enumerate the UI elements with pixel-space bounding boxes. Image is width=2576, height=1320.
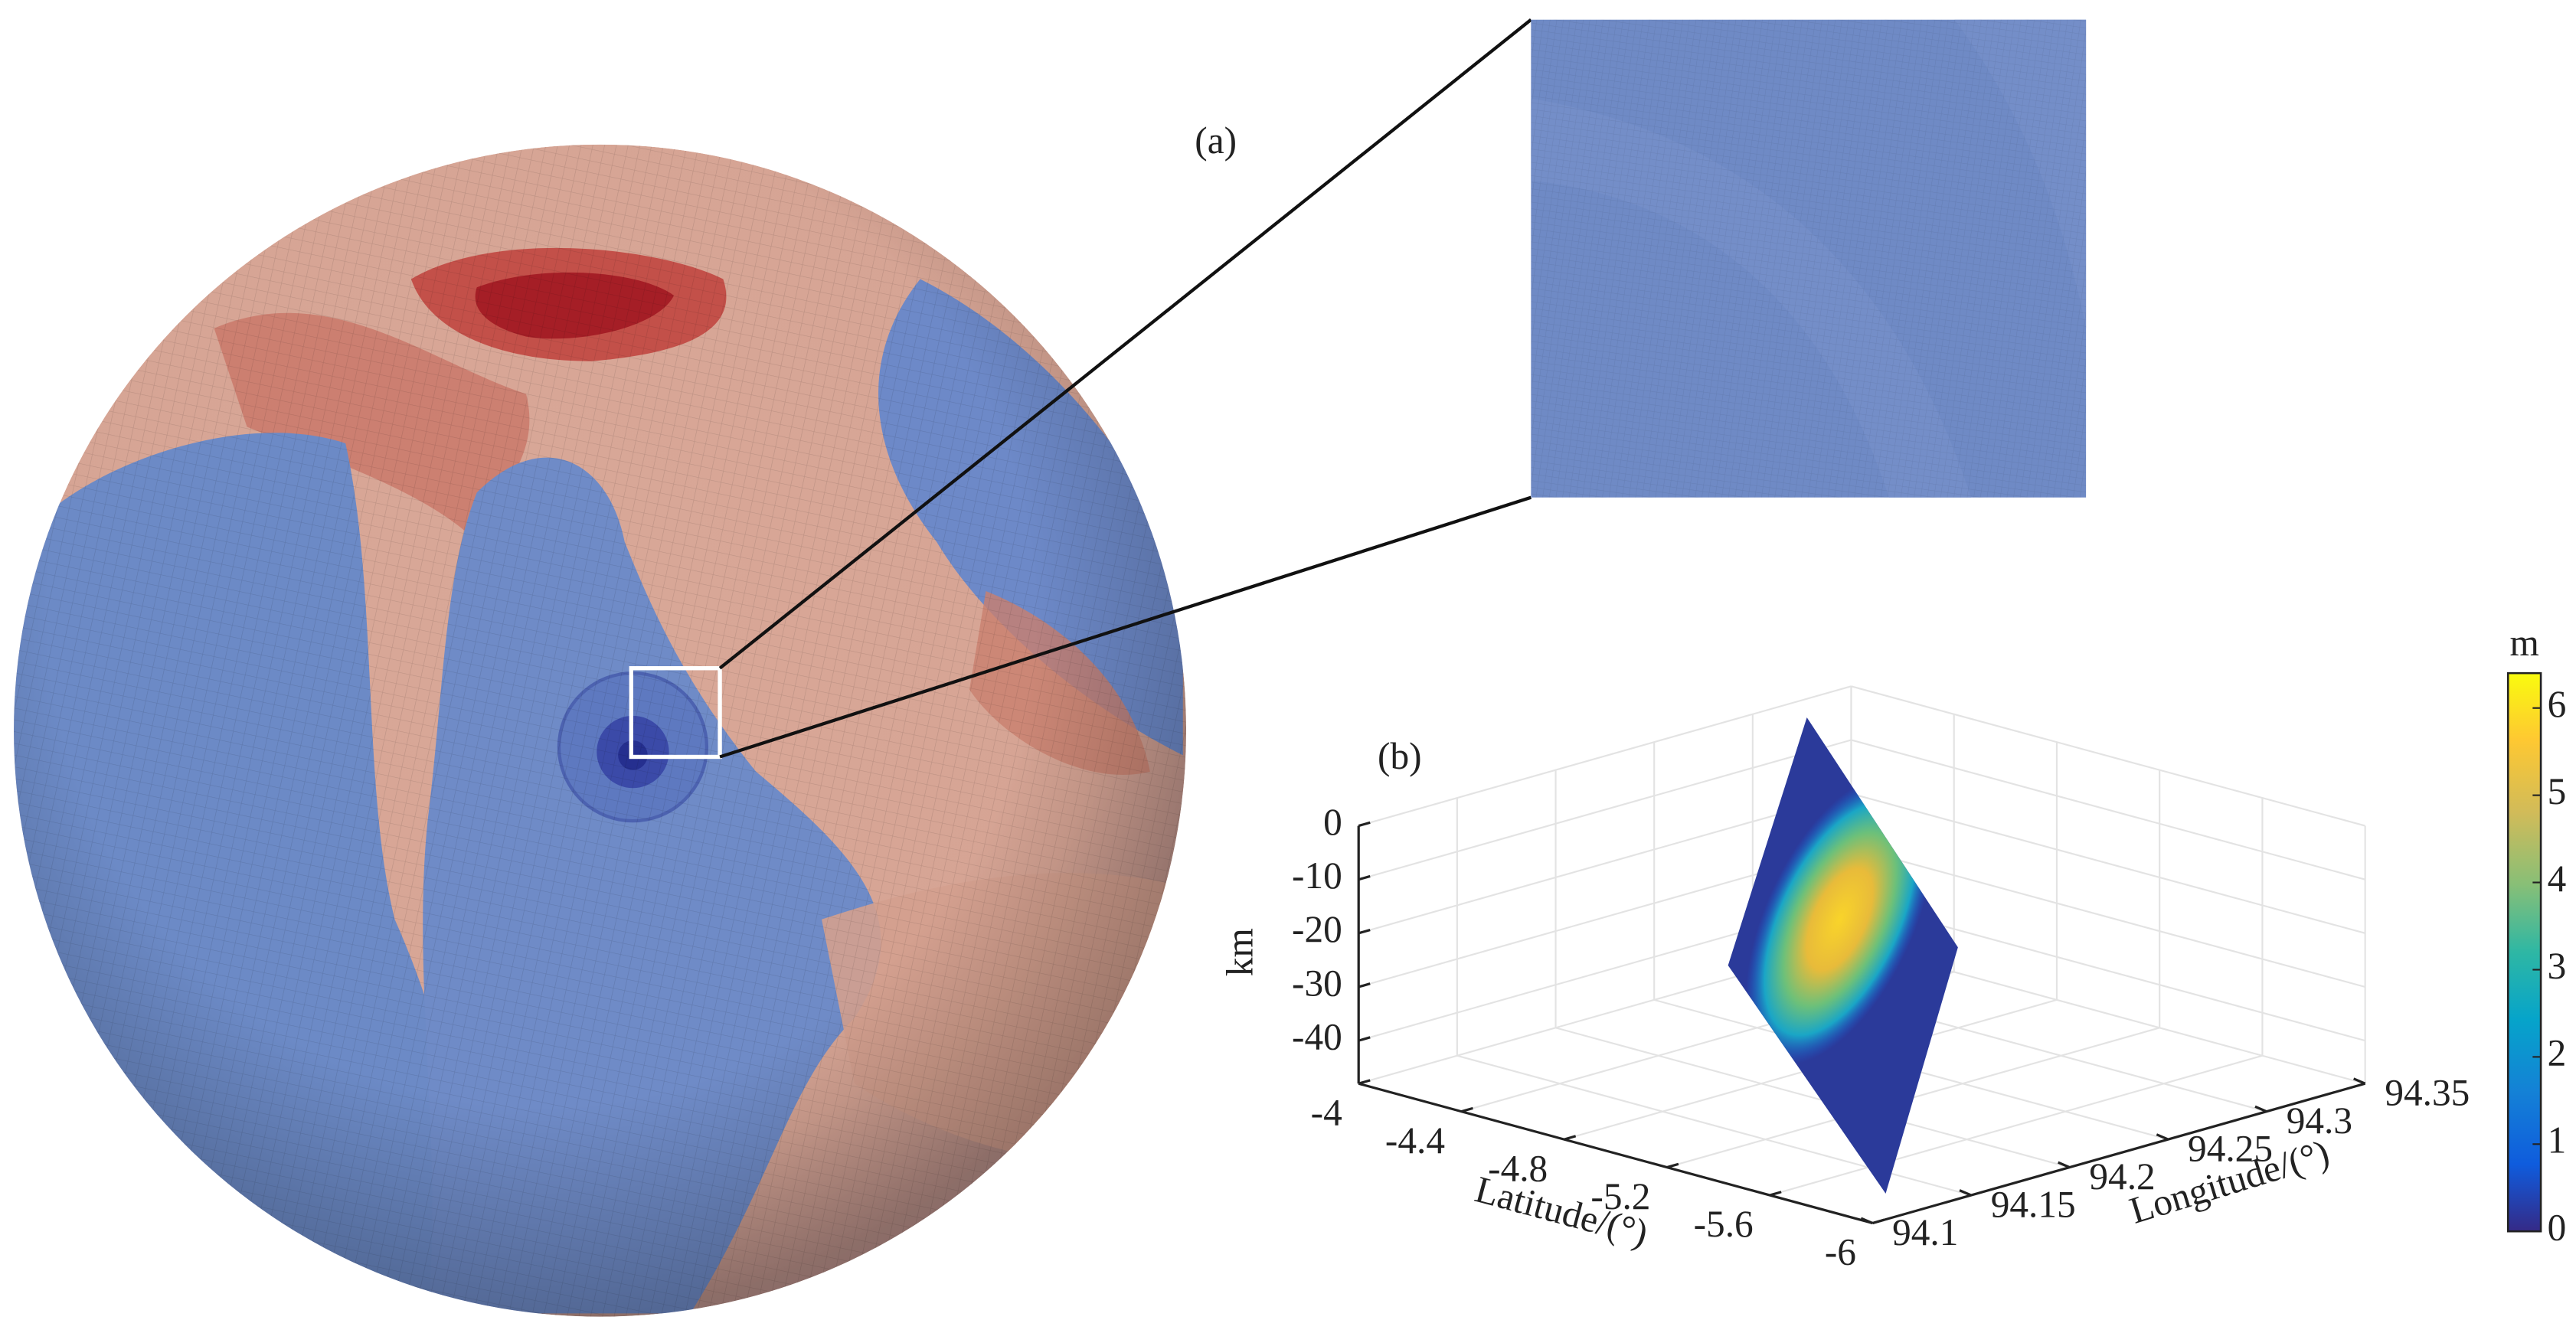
grid-line <box>1851 846 2365 988</box>
z-tick <box>1358 929 1371 935</box>
z-tick-label: 0 <box>1323 801 1342 843</box>
y-axis <box>1872 1082 2366 1225</box>
colorbar-tick-label: 5 <box>2548 770 2567 812</box>
panel-label: (a) <box>1195 119 1237 162</box>
z-axis-label: km <box>1218 928 1260 976</box>
grid-line <box>1851 792 2365 934</box>
x-tick <box>1358 1079 1371 1085</box>
x-tick-label: -4.4 <box>1385 1119 1445 1162</box>
y-tick-label: 94.15 <box>1991 1184 2076 1226</box>
fault-surface <box>1728 717 1958 1194</box>
z-tick-label: -10 <box>1292 854 1342 897</box>
y-tick <box>1959 1189 1972 1197</box>
zoom-inset <box>1531 19 2087 498</box>
z-tick-label: -20 <box>1292 908 1342 950</box>
z-tick <box>1358 821 1371 828</box>
grid-line <box>1555 1027 2070 1168</box>
y-tick <box>2353 1077 2366 1085</box>
panel-label: (b) <box>1378 735 1421 777</box>
x-tick <box>1769 1191 1782 1197</box>
colorbar: m 0 1 2 3 4 5 6 <box>2506 622 2567 1249</box>
y-tick-label: 94.3 <box>2287 1099 2352 1142</box>
y-tick-label: 94.2 <box>2089 1155 2155 1197</box>
x-axis <box>1358 1082 1873 1225</box>
colorbar-tick-label: 4 <box>2548 858 2567 900</box>
x-tick <box>1564 1135 1577 1141</box>
grid-line <box>1358 792 1852 934</box>
x-tick <box>1666 1162 1679 1169</box>
y-tick <box>2156 1133 2169 1141</box>
grid-line <box>1769 1054 2263 1197</box>
colorbar-tick-label: 2 <box>2548 1032 2567 1074</box>
zoom-box <box>629 666 722 760</box>
x-tick-label: -4.8 <box>1488 1147 1548 1189</box>
zoom-line <box>719 495 1532 759</box>
x-tick-label: -4 <box>1311 1091 1342 1133</box>
grid-line <box>1358 739 1852 881</box>
x-tick-label: -5.6 <box>1694 1203 1754 1245</box>
z-tick-label: -40 <box>1292 1015 1342 1057</box>
plot-axes: 0 -10 -20 -30 -40 -4 -4.4 -4.8 -5.2 -5.6 -6 94.1 94.… <box>1292 801 2470 1273</box>
y-tick-label: 94.25 <box>2188 1128 2273 1170</box>
colorbar-tick-label: 0 <box>2548 1207 2567 1249</box>
y-tick-label: 94.35 <box>2385 1072 2470 1114</box>
x-tick-label: -6 <box>1825 1231 1856 1273</box>
grid-line <box>1851 739 2365 881</box>
x-tick <box>1460 1106 1473 1113</box>
colorbar-tick-label: 1 <box>2548 1119 2567 1162</box>
grid-line <box>1851 685 2365 827</box>
x-tick-label: -5.2 <box>1590 1175 1650 1217</box>
y-tick <box>1860 1217 1873 1224</box>
z-tick <box>1358 874 1371 881</box>
x-tick <box>1872 1218 1885 1225</box>
colorbar-tick-label: 3 <box>2548 945 2567 987</box>
z-tick <box>1358 1036 1371 1042</box>
y-tick <box>2254 1105 2267 1113</box>
z-tick <box>1358 982 1371 988</box>
zoom-line <box>718 18 1532 670</box>
colorbar-label: m <box>2509 622 2538 664</box>
grid-line <box>1358 685 1852 827</box>
globe <box>14 144 1187 1317</box>
y-tick <box>2058 1161 2071 1169</box>
y-tick-label: 94.1 <box>1892 1211 1958 1253</box>
z-tick-label: -30 <box>1292 962 1342 1004</box>
colorbar-tick-label: 6 <box>2548 683 2567 725</box>
colorbar-scale <box>2506 671 2542 1233</box>
